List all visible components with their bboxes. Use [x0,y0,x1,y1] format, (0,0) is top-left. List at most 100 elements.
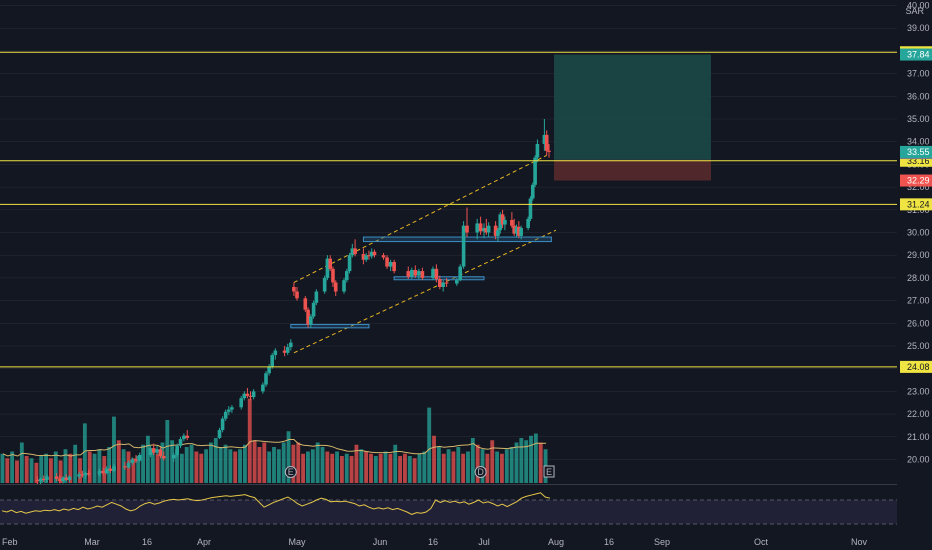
volume-bars [0,398,548,483]
volume-bar [466,451,470,483]
volume-bar [310,449,315,483]
price-tick-label: 26.00 [907,318,930,328]
volume-bar [68,453,73,483]
candle-body [484,227,489,233]
time-tick-label: Feb [2,537,18,547]
candle-body [38,478,43,482]
volume-bar [335,451,339,483]
volume-bar [383,451,388,483]
profit-zone[interactable] [554,54,711,160]
event-marker[interactable] [543,465,555,478]
channel-lower-line[interactable] [293,229,557,354]
price-tick-label: 30.00 [907,228,930,238]
price-axis-background [897,0,932,550]
candle-body [223,411,228,419]
volume-bar [179,453,184,483]
candle-body [67,476,72,480]
volume-bar [247,398,252,483]
event-marker[interactable] [474,466,487,478]
candle-body [101,470,105,474]
price-badge [900,174,932,187]
event-marker-label: E [288,467,294,477]
volume-bar [155,453,160,483]
candle-body [475,223,479,233]
time-tick-label: 16 [604,537,614,547]
volume-bar [175,449,179,483]
grid [0,5,897,460]
candle-body [282,350,287,353]
volume-bar [475,444,480,483]
volume-bar [233,451,238,483]
price-tick-label: 32.00 [907,182,930,192]
support-zone[interactable] [362,236,552,243]
candle-body [364,255,368,260]
time-tick-label: 16 [428,537,438,547]
price-tick-label: 40.00 [907,1,930,11]
volume-bar [107,447,112,483]
volume-bar [58,460,63,483]
candle-body [342,280,346,292]
channel-upper-line[interactable] [293,154,547,283]
volume-bar [349,456,354,483]
level-price-tag [900,198,932,211]
loss-zone[interactable] [554,159,711,181]
time-tick-label: Jul [478,537,490,547]
candle-body [86,473,91,475]
candle-body [353,248,357,255]
volume-bar [325,451,330,483]
volume-bar [281,442,286,483]
candle-body [220,418,225,430]
candle-body [178,439,183,446]
volume-bar [257,447,262,483]
candle-body [41,478,46,480]
candle-body [328,258,332,269]
event-marker[interactable] [284,466,297,478]
volume-bar [315,442,320,483]
candle-body [239,398,243,408]
volume-bar [87,451,92,483]
candle-body [292,286,296,292]
volume-bar [213,438,218,483]
candle-body [151,448,156,453]
time-tick-label: 16 [142,537,152,547]
candle-body [493,225,498,236]
price-badge-label: 37.84 [907,50,930,60]
candle-body [97,470,102,475]
candle-body [137,454,142,461]
volume-bar [451,451,456,483]
volume-bar [461,453,466,483]
candle-body [535,143,540,158]
price-axis[interactable]: 20.0021.0022.0023.0024.0025.0026.0027.00… [897,0,932,550]
volume-bar [218,447,223,483]
volume-bar [223,444,228,483]
price-tick-label: 22.00 [907,409,930,419]
volume-bar [92,453,97,483]
candle-body [533,157,537,185]
volume-bar [359,449,364,483]
volume-bar [378,453,383,483]
level-price-label: 24.08 [907,362,930,372]
candle-body [267,366,271,374]
price-tick-label: 21.00 [907,432,930,442]
price-channel [293,154,557,354]
candle-body [134,459,138,461]
volume-bar [145,435,150,483]
volume-bar [121,449,126,483]
candle-body [434,268,439,280]
candle-body [325,258,330,278]
time-axis[interactable]: Feb Mar 16 Apr May Jun 16 Jul Aug 16 Sep Oct Nov [2,537,867,547]
candle-body [544,134,549,151]
candle-body [369,251,374,257]
candle-body [385,257,389,267]
candle-body [510,220,514,226]
price-tick-label: 36.00 [907,91,930,101]
horizontal-levels[interactable] [0,51,897,368]
support-zone[interactable] [290,323,370,329]
volume-bar [116,440,121,483]
volume-bar [412,458,417,483]
position-zones [554,54,711,181]
